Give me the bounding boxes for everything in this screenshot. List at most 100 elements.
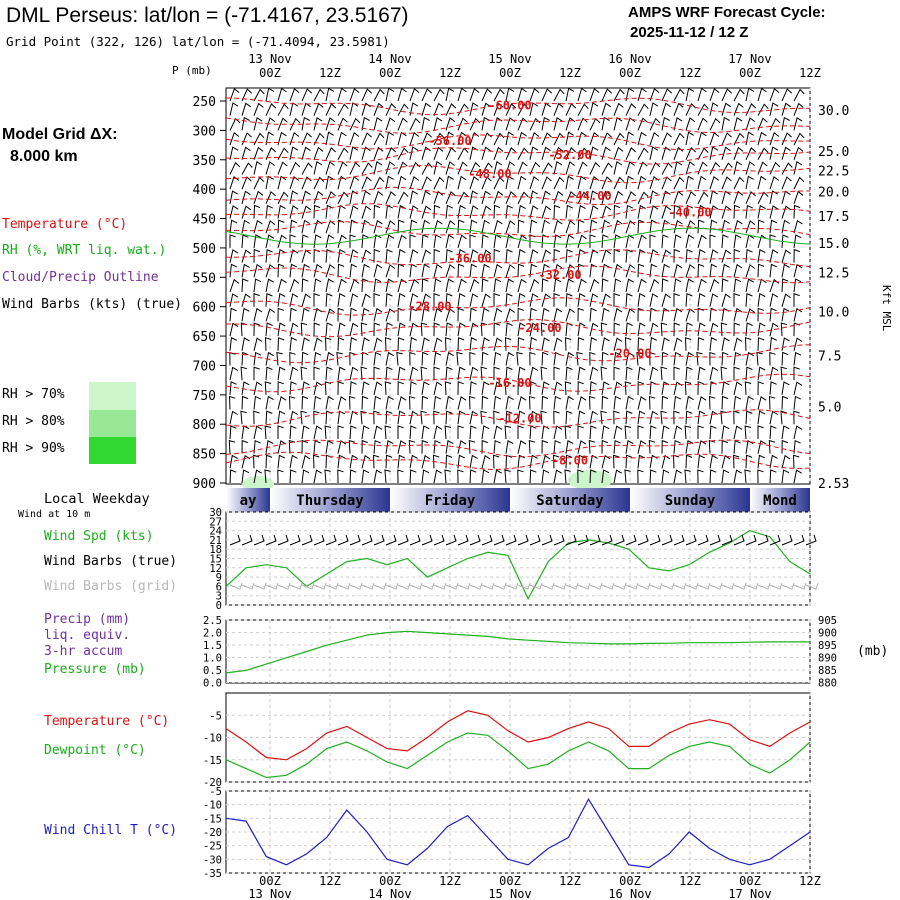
wind-barb [481, 263, 490, 278]
wind-barb [601, 469, 610, 484]
wind-barb [613, 322, 620, 337]
wind-barb [253, 234, 262, 248]
wind-barb-grid [433, 582, 447, 590]
wind-barb [637, 396, 647, 410]
wind-barb [673, 293, 680, 307]
wind-barb [745, 103, 757, 116]
wind-barb [565, 264, 576, 278]
top-date-label: 17 Nov [728, 52, 771, 66]
wind-barb [769, 410, 778, 425]
wind-barb [768, 439, 776, 454]
wind-barb [409, 366, 419, 381]
wind-barb [313, 381, 323, 395]
wind-barb [433, 351, 442, 366]
wind-barb [457, 204, 466, 219]
wind-barb [265, 264, 276, 278]
temperature-contour-label: -36.00 [448, 252, 491, 266]
wind-barb [265, 204, 274, 219]
wind-barb [793, 410, 800, 425]
wind-barb [505, 191, 516, 205]
wind-barb-10m [445, 534, 457, 546]
wind-barb [709, 425, 717, 439]
wind-barb [697, 263, 705, 278]
wind-barb [289, 263, 298, 278]
wind-barb [409, 381, 417, 395]
wind-barb [733, 234, 742, 248]
wind-barb [229, 146, 239, 160]
wind-barb [265, 308, 275, 322]
wind-barb [493, 190, 504, 205]
wind-barb [505, 322, 513, 337]
wind-barb [289, 131, 300, 146]
wind-barb [324, 337, 332, 351]
wind-barb [421, 278, 429, 293]
wind-barb [661, 293, 671, 307]
wind-barb [517, 307, 524, 322]
wind-barb [457, 117, 468, 131]
wind-barb [661, 425, 670, 439]
temperature-contour-label: -60.00 [488, 99, 531, 113]
wind-barb [517, 278, 527, 293]
temperature-tick: -5 [209, 710, 222, 722]
wind-barb [781, 307, 790, 322]
wind-barb [528, 395, 536, 410]
wind-barb [517, 396, 527, 410]
wind-barb [493, 88, 505, 102]
wind-barb [409, 131, 420, 146]
wind-barb [613, 395, 622, 410]
wind-barb [241, 219, 250, 234]
wind-barb-10m [349, 534, 361, 546]
wind-barb [373, 102, 384, 116]
wind-barb [348, 439, 356, 454]
wind-barb [637, 425, 644, 439]
wind-barb [241, 146, 251, 160]
wind-barb [781, 351, 789, 366]
wind-barb [409, 219, 418, 234]
wind-barb [685, 351, 694, 366]
wind-barb [397, 234, 407, 249]
wind-barb [445, 440, 454, 454]
wind-barb [553, 395, 562, 410]
wind-barb [409, 87, 420, 102]
wind-barb-10m [805, 534, 817, 546]
wind-barb [469, 381, 477, 395]
wind-barb [648, 439, 656, 454]
wind-barb [721, 263, 730, 278]
wind-barb [505, 410, 513, 425]
wind-barb [469, 190, 478, 204]
wind-barb [529, 469, 537, 484]
wind-barb [553, 278, 562, 293]
wind-barb [577, 410, 586, 425]
wind-barb [253, 307, 263, 322]
wind-barb [793, 146, 804, 160]
wind-barb [589, 146, 599, 160]
wind-barb [649, 161, 661, 175]
wind-speed-tick: 12 [209, 563, 222, 575]
wind-barb [673, 366, 680, 381]
label-dewpoint: Dewpoint (°C) [44, 743, 146, 758]
wind-barb-grid [685, 582, 699, 590]
wind-barb [277, 263, 285, 278]
wind-barb [421, 102, 431, 116]
pressure-tick: 600 [193, 301, 216, 316]
wind-barb [781, 234, 789, 248]
wind-barb [745, 440, 754, 454]
wind-barb [577, 161, 588, 175]
wind-barb [469, 454, 478, 469]
wind-barb [589, 366, 599, 381]
wind-barb [265, 395, 274, 410]
wind-barb [360, 366, 368, 381]
wind-speed-tick: 0 [216, 600, 222, 612]
wind-barb [253, 116, 263, 131]
top-date-label: 16 Nov [608, 52, 651, 66]
wind-barb [589, 425, 597, 439]
wind-barb [793, 293, 800, 307]
wind-barb [313, 263, 323, 278]
wind-barb [468, 439, 476, 454]
wind-barb [769, 337, 778, 351]
wind-barb [229, 469, 237, 484]
wind-barb [349, 307, 357, 322]
wind-barb [553, 425, 563, 440]
wind-barb [685, 161, 695, 175]
wind-barb [745, 204, 754, 219]
